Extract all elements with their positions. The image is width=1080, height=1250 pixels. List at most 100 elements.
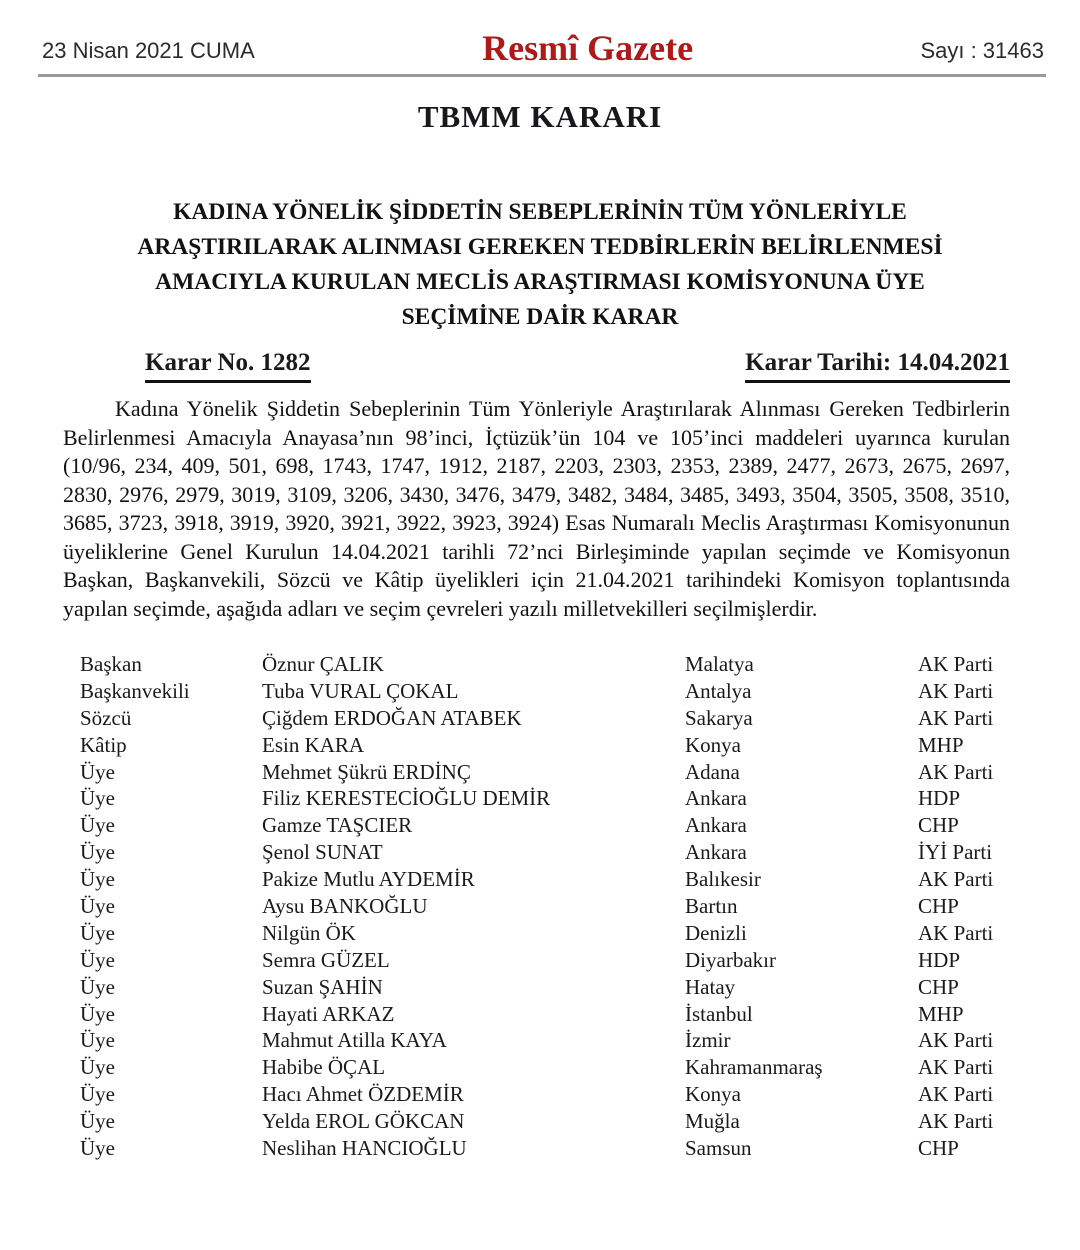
member-city: Sakarya	[685, 705, 753, 730]
member-role: Üye	[80, 1109, 115, 1134]
member-party: AK Parti	[918, 1082, 994, 1107]
member-party: AK Parti	[918, 920, 994, 945]
member-party: AK Parti	[918, 652, 994, 676]
member-party: AK Parti	[918, 1028, 994, 1053]
member-role: Üye	[80, 1082, 115, 1107]
table-row: Kâtip Esin KARA Konya MHP	[80, 732, 1044, 759]
member-name: Filiz KERESTECİOĞLU DEMİR	[262, 786, 551, 811]
member-party: MHP	[918, 732, 964, 757]
member-city: Denizli	[685, 920, 747, 945]
table-row: Üye Gamze TAŞCIER Ankara CHP	[80, 812, 1044, 839]
member-party: AK Parti	[918, 1055, 994, 1080]
decision-meta-row: Karar No. 1282 Karar Tarihi: 14.04.2021	[145, 349, 1010, 383]
table-row: Üye Yelda EROL GÖKCAN Muğla AK Parti	[80, 1108, 1044, 1135]
member-role: Üye	[80, 1055, 115, 1080]
member-name: Neslihan HANCIOĞLU	[262, 1136, 467, 1161]
member-role: Üye	[80, 894, 115, 919]
member-role: Üye	[80, 813, 115, 838]
member-city: Adana	[685, 759, 740, 784]
member-party: AK Parti	[918, 867, 994, 892]
member-name: Nilgün ÖK	[262, 920, 356, 945]
table-row: Üye Semra GÜZEL Diyarbakır HDP	[80, 947, 1044, 974]
member-party: HDP	[918, 947, 961, 972]
member-name: Hacı Ahmet ÖZDEMİR	[262, 1082, 464, 1107]
member-city: İzmir	[685, 1028, 731, 1053]
member-name: Pakize Mutlu AYDEMİR	[262, 867, 475, 892]
member-role: Üye	[80, 840, 115, 865]
document-kind-heading: TBMM KARARI	[417, 99, 663, 134]
member-city: Ankara	[685, 786, 747, 811]
table-row: Sözcü Çiğdem ERDOĞAN ATABEK Sakarya AK Part…	[80, 705, 1044, 732]
decision-date: Karar Tarihi: 14.04.2021	[745, 349, 1010, 383]
member-city: Diyarbakır	[685, 947, 776, 972]
member-party: İYİ Parti	[918, 840, 993, 865]
member-city: Bartın	[685, 894, 738, 919]
table-row: Üye Nilgün ÖK Denizli AK Parti	[80, 920, 1044, 947]
gazette-issue-number: Sayı : 31463	[920, 38, 1044, 63]
member-name: Şenol SUNAT	[262, 840, 383, 865]
member-city: Muğla	[685, 1109, 740, 1134]
member-party: CHP	[918, 894, 959, 919]
decision-body-paragraph: Kadına Yönelik Şiddetin Sebeplerinin Tüm…	[63, 396, 1010, 621]
member-city: Kahramanmaraş	[685, 1055, 823, 1080]
member-role: Üye	[80, 786, 115, 811]
table-row: Başkanvekili Tuba VURAL ÇOKAL Antalya AK Pa…	[80, 678, 1044, 705]
member-role: Üye	[80, 1001, 115, 1026]
member-name: Habibe ÖÇAL	[262, 1055, 386, 1080]
member-role: Başkanvekili	[80, 678, 190, 703]
member-city: Samsun	[685, 1136, 752, 1161]
members-table: Başkan Öznur ÇALIK Malatya AK Parti Başkanve…	[80, 651, 1044, 1162]
member-party: CHP	[918, 974, 959, 999]
table-row: Üye Şenol SUNAT Ankara İYİ Parti	[80, 839, 1044, 866]
member-role: Üye	[80, 759, 115, 784]
table-row: Üye Filiz KERESTECİOĞLU DEMİR Ankara HDP	[80, 785, 1044, 812]
gazette-title: Resmî Gazete	[482, 28, 694, 68]
table-row: Üye Pakize Mutlu AYDEMİR Balıkesir AK Parti	[80, 866, 1044, 893]
member-role: Kâtip	[80, 732, 127, 757]
member-name: Semra GÜZEL	[262, 947, 390, 972]
masthead-divider	[38, 74, 1046, 77]
member-city: Ankara	[685, 840, 747, 865]
member-party: AK Parti	[918, 759, 994, 784]
member-city: Malatya	[685, 652, 754, 676]
member-name: Mehmet Şükrü ERDİNÇ	[262, 759, 471, 784]
member-name: Gamze TAŞCIER	[262, 813, 413, 838]
member-role: Üye	[80, 920, 115, 945]
member-city: Konya	[685, 1082, 741, 1107]
table-row: Üye Suzan ŞAHİN Hatay CHP	[80, 974, 1044, 1001]
member-party: AK Parti	[918, 678, 994, 703]
member-name: Mahmut Atilla KAYA	[262, 1028, 447, 1053]
member-role: Sözcü	[80, 705, 132, 730]
member-city: Hatay	[685, 974, 736, 999]
member-name: Aysu BANKOĞLU	[262, 894, 428, 919]
member-party: AK Parti	[918, 705, 994, 730]
member-name: Esin KARA	[262, 732, 365, 757]
member-party: AK Parti	[918, 1109, 994, 1134]
member-name: Öznur ÇALIK	[262, 652, 384, 676]
member-city: Konya	[685, 732, 741, 757]
table-row: Başkan Öznur ÇALIK Malatya AK Parti	[80, 651, 1044, 678]
table-row: Üye Habibe ÖÇAL Kahramanmaraş AK Parti	[80, 1054, 1044, 1081]
decision-title: KADINA YÖNELİK ŞİDDETİN SEBEPLERİNİN TÜM…	[137, 199, 943, 330]
table-row: Üye Mehmet Şükrü ERDİNÇ Adana AK Parti	[80, 759, 1044, 786]
member-party: CHP	[918, 1136, 959, 1161]
member-name: Yelda EROL GÖKCAN	[262, 1109, 465, 1134]
table-row: Üye Aysu BANKOĞLU Bartın CHP	[80, 893, 1044, 920]
gazette-masthead: 23 Nisan 2021 CUMA Resmî Gazete Sayı : 3…	[0, 0, 1080, 66]
member-role: Üye	[80, 1028, 115, 1053]
member-city: Balıkesir	[685, 867, 761, 892]
member-role: Başkan	[80, 652, 142, 676]
decision-number: Karar No. 1282	[145, 349, 311, 383]
member-name: Tuba VURAL ÇOKAL	[262, 678, 459, 703]
member-name: Çiğdem ERDOĞAN ATABEK	[262, 705, 522, 730]
table-row: Üye Neslihan HANCIOĞLU Samsun CHP	[80, 1135, 1044, 1162]
member-role: Üye	[80, 867, 115, 892]
member-role: Üye	[80, 1136, 115, 1161]
member-party: HDP	[918, 786, 961, 811]
table-row: Üye Hacı Ahmet ÖZDEMİR Konya AK Parti	[80, 1081, 1044, 1108]
table-row: Üye Hayati ARKAZ İstanbul MHP	[80, 1001, 1044, 1028]
gazette-date: 23 Nisan 2021 CUMA	[42, 38, 255, 63]
table-row: Üye Mahmut Atilla KAYA İzmir AK Parti	[80, 1027, 1044, 1054]
member-city: Ankara	[685, 813, 747, 838]
